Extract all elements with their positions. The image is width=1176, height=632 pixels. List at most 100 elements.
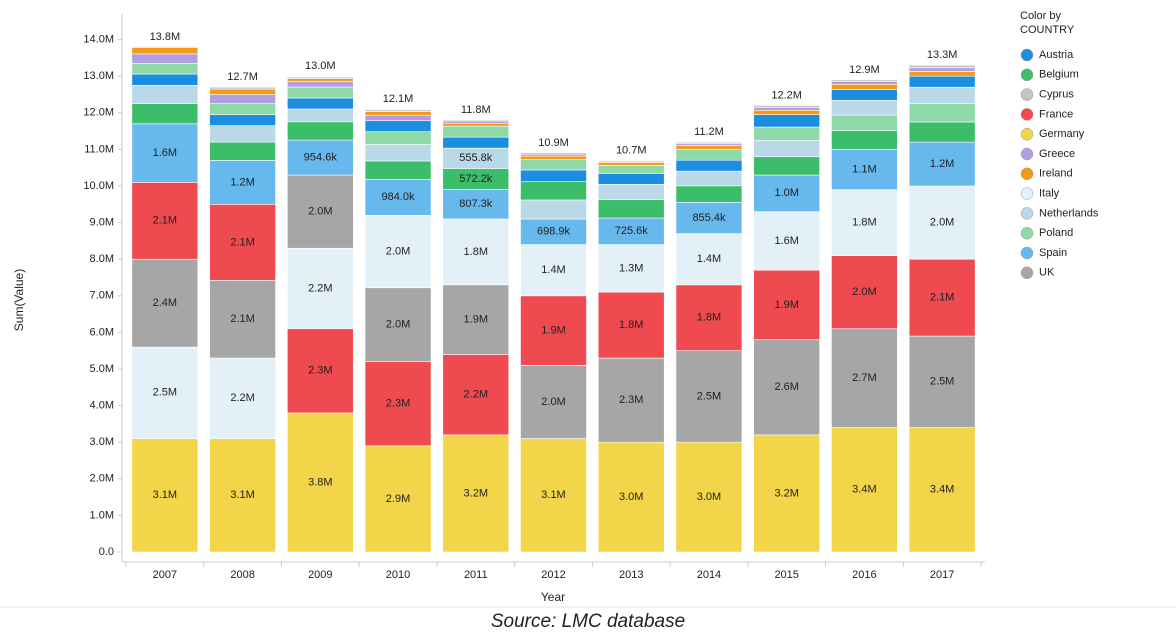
bar-segment	[597, 173, 665, 185]
bar-segment	[131, 53, 199, 64]
total-label: 12.7M	[227, 71, 258, 83]
data-label: 2.1M	[230, 313, 254, 325]
data-label: 3.2M	[774, 487, 798, 499]
bar-segment	[131, 182, 199, 260]
data-label: 1.9M	[774, 299, 798, 311]
bar-segment	[675, 170, 743, 187]
y-tick-label: 7.0M	[90, 290, 114, 302]
legend-swatch	[1020, 246, 1034, 260]
data-label: 1.2M	[930, 158, 954, 170]
bar-segment	[753, 109, 820, 115]
data-label: 572.2k	[459, 173, 493, 185]
data-label: 2.1M	[230, 236, 254, 248]
legend-swatch	[1020, 167, 1034, 181]
data-label: 3.0M	[697, 491, 721, 503]
total-label: 10.7M	[616, 144, 647, 156]
data-label: 2.7M	[852, 372, 876, 384]
bar-segment	[908, 427, 976, 553]
data-label: 2.2M	[230, 392, 254, 404]
legend-label: Cyprus	[1039, 89, 1074, 101]
bar-segment	[520, 199, 587, 220]
data-label: 3.1M	[230, 489, 254, 501]
data-label: 725.6k	[615, 225, 649, 237]
data-label: 2.0M	[541, 396, 565, 408]
data-label: 2.2M	[308, 282, 332, 294]
bar-segment	[831, 100, 898, 116]
legend-label: Belgium	[1039, 69, 1079, 81]
bar-segment	[675, 350, 743, 443]
total-label: 10.9M	[538, 137, 569, 149]
y-tick-label: 4.0M	[90, 400, 114, 412]
data-label: 698.9k	[537, 226, 571, 238]
data-label: 3.1M	[541, 489, 565, 501]
bar-segment	[209, 88, 276, 95]
bar-segment	[131, 47, 199, 55]
bar-segment	[597, 244, 665, 293]
bar-segment	[442, 218, 510, 286]
bar-segment	[287, 412, 354, 553]
bar-segment	[287, 86, 354, 99]
data-label: 984.0k	[382, 191, 416, 203]
bar-segment	[597, 165, 665, 174]
bar-segment	[597, 291, 665, 359]
data-label: 555.8k	[459, 152, 493, 164]
bar-segment	[131, 258, 199, 348]
y-tick-label: 3.0M	[90, 436, 114, 448]
bar-segment	[442, 434, 510, 553]
bar-segment	[209, 141, 276, 161]
bar-segment	[442, 284, 510, 355]
total-label: 11.8M	[461, 104, 491, 116]
data-label: 3.1M	[153, 489, 177, 501]
data-label: 2.3M	[308, 365, 332, 377]
bar-segment	[831, 130, 898, 150]
data-label: 1.0M	[774, 187, 798, 199]
data-label: 954.6k	[304, 151, 338, 163]
data-label: 2.5M	[153, 387, 177, 399]
data-label: 1.6M	[153, 147, 177, 159]
bar-segment	[209, 86, 276, 90]
bar-segment	[364, 114, 432, 122]
data-label: 1.8M	[697, 312, 721, 324]
y-tick-label: 0.0	[99, 546, 114, 558]
bar-segment	[675, 141, 743, 145]
bar-segment	[364, 178, 432, 216]
bar-segment	[442, 119, 510, 122]
bar-segment	[675, 185, 743, 203]
legend-swatch	[1020, 108, 1034, 121]
y-axis-title: Sum(Value)	[12, 269, 26, 331]
data-label: 2.6M	[774, 381, 798, 393]
total-label: 12.1M	[383, 93, 414, 105]
bar-segment	[597, 441, 665, 553]
bar-segment	[520, 218, 587, 245]
data-label: 1.8M	[852, 217, 876, 229]
bar-segment	[597, 162, 665, 166]
bar-segment	[520, 365, 587, 439]
bar-segment	[364, 287, 432, 362]
total-label: 13.0M	[305, 60, 336, 72]
bar-segment	[908, 67, 976, 72]
data-label: 2.2M	[464, 389, 488, 401]
x-tick-label: 2014	[697, 569, 721, 581]
data-label: 1.8M	[619, 319, 643, 331]
legend-label: Germany	[1039, 128, 1085, 140]
legend-swatch	[1020, 68, 1034, 82]
bar-segment	[209, 357, 276, 439]
total-label: 12.2M	[771, 89, 802, 101]
data-label: 2.0M	[930, 217, 954, 229]
total-label: 12.9M	[849, 64, 880, 76]
data-label: 855.4k	[692, 212, 726, 224]
bar-segment	[131, 123, 199, 183]
bar-segment	[753, 107, 820, 111]
bar-segment	[364, 361, 432, 447]
legend-label: Spain	[1039, 247, 1067, 259]
legend-title: Color by	[1020, 10, 1061, 22]
bar-segment	[908, 64, 976, 69]
bar-segment	[520, 244, 587, 297]
bar-segment	[908, 86, 976, 104]
bar-segment	[364, 160, 432, 180]
bar-segment	[131, 346, 199, 439]
bar-segment	[209, 204, 276, 281]
bar-segment	[831, 427, 898, 553]
bar-segment	[364, 144, 432, 162]
legend-label: Poland	[1039, 227, 1073, 239]
